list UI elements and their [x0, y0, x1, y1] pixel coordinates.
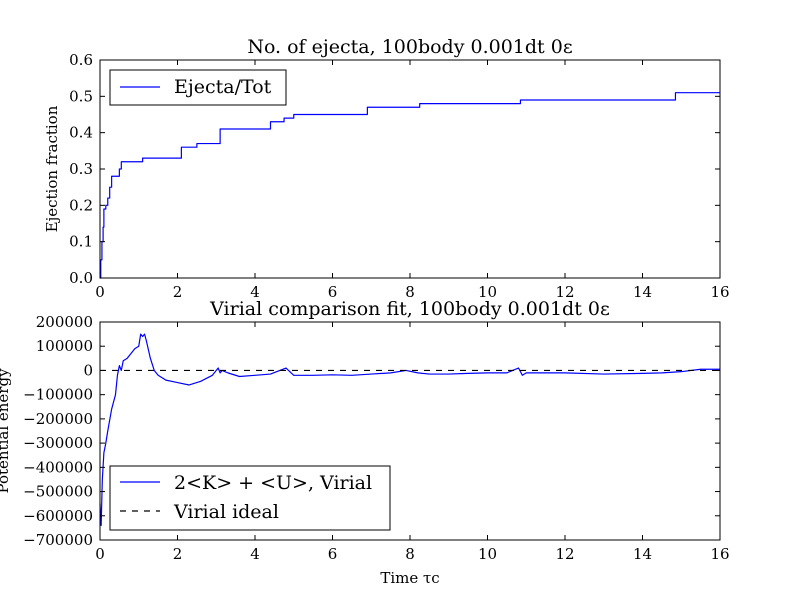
virial-legend: 2<K> + <U>, Virial Virial ideal	[109, 465, 391, 531]
virial-legend-label-ideal: Virial ideal	[173, 501, 279, 523]
ejecta-x-tick-label: 8	[405, 283, 415, 301]
ejecta-y-tick-label: 0.3	[69, 160, 93, 178]
virial-y-tick-label: −600000	[23, 507, 93, 525]
virial-x-tick-label: 12	[555, 545, 574, 563]
virial-series-group	[99, 333, 720, 527]
virial-x-tick-label: 0	[95, 545, 105, 563]
virial-x-tick-label: 6	[328, 545, 338, 563]
ejecta-x-tick-label: 6	[328, 283, 338, 301]
virial-chart-title: Virial comparison fit, 100body 0.001dt 0…	[209, 298, 610, 320]
virial-y-tick-label: −700000	[23, 531, 93, 549]
virial-x-tick-label: 8	[405, 545, 415, 563]
virial-x-tick-label: 10	[478, 545, 497, 563]
virial-x-tick-label: 14	[633, 545, 652, 563]
virial-y-tick-label: 0	[83, 361, 93, 379]
ejecta-axis-ticks: 0 2 4 6 8 10 12 14 16 0.0 0.1 0.2 0.3 0.4 0.5 0.6	[69, 51, 729, 301]
virial-y-tick-label: −500000	[23, 483, 93, 501]
ejecta-x-tick-label: 12	[555, 283, 574, 301]
virial-legend-label-measured: 2<K> + <U>, Virial	[174, 472, 372, 494]
virial-y-tick-label: 100000	[36, 337, 93, 355]
virial-y-tick-label: −100000	[23, 386, 93, 404]
ejecta-x-tick-label: 4	[250, 283, 260, 301]
ejecta-y-tick-label: 0.1	[69, 233, 93, 251]
virial-legend-box	[109, 465, 391, 531]
ejecta-y-tick-label: 0.4	[69, 124, 93, 142]
ejecta-y-tick-label: 0.5	[69, 87, 93, 105]
virial-y-tick-label: 200000	[36, 313, 93, 331]
virial-x-tick-label: 2	[173, 545, 183, 563]
virial-x-axis-label: Time τc	[380, 569, 439, 587]
ejecta-legend: Ejecta/Tot	[109, 69, 287, 106]
ejecta-x-tick-label: 2	[173, 283, 183, 301]
ejecta-x-tick-label: 10	[478, 283, 497, 301]
virial-series-line-0	[99, 333, 720, 527]
ejecta-x-tick-label: 14	[633, 283, 652, 301]
ejecta-x-tick-label: 0	[95, 283, 105, 301]
ejecta-y-axis-label: Ejection fraction	[43, 105, 61, 232]
virial-y-tick-label: −300000	[23, 434, 93, 452]
virial-x-tick-label: 16	[710, 545, 729, 563]
ejecta-y-tick-label: 0.0	[69, 269, 93, 287]
virial-y-tick-label: −200000	[23, 410, 93, 428]
ejecta-y-tick-label: 0.6	[69, 51, 93, 69]
ejecta-x-tick-label: 16	[710, 283, 729, 301]
virial-x-tick-label: 4	[250, 545, 260, 563]
virial-y-axis-label: Potential energy	[0, 368, 12, 494]
virial-axis-ticks: 0 2 4 6 8 10 12 14 16 200000 100000 0 −100000 −200000…	[23, 313, 729, 563]
virial-panel: Virial comparison fit, 100body 0.001dt 0…	[0, 298, 730, 587]
ejecta-series-group	[100, 92, 720, 279]
ejecta-series-line-0	[100, 92, 720, 279]
ejecta-chart-title: No. of ejecta, 100body 0.001dt 0ε	[247, 36, 572, 58]
ejecta-panel: No. of ejecta, 100body 0.001dt 0ε Ejecti…	[43, 36, 730, 301]
virial-y-tick-label: −400000	[23, 458, 93, 476]
ejecta-y-tick-label: 0.2	[69, 196, 93, 214]
ejecta-legend-label: Ejecta/Tot	[174, 76, 272, 98]
